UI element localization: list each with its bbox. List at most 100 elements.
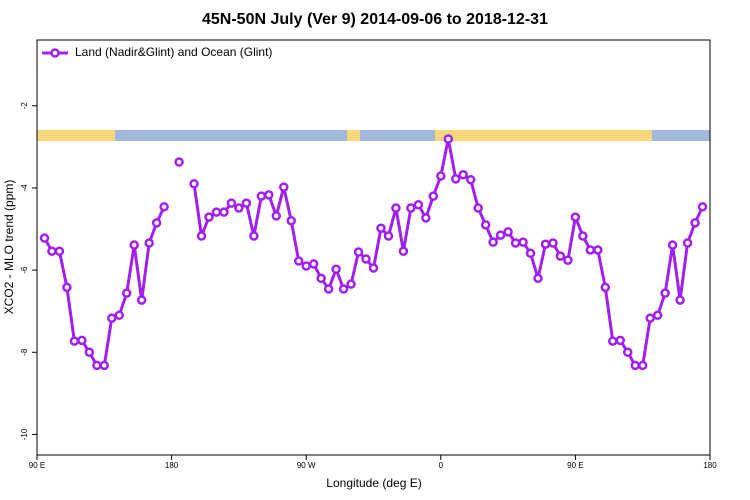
data-point bbox=[637, 360, 648, 371]
data-point bbox=[174, 157, 184, 167]
data-point bbox=[136, 295, 147, 305]
data-point bbox=[615, 335, 626, 346]
data-point bbox=[249, 231, 259, 241]
data-point bbox=[114, 310, 125, 321]
data-point bbox=[77, 335, 87, 346]
data-point bbox=[92, 360, 102, 371]
data-point bbox=[204, 212, 214, 222]
data-point bbox=[54, 246, 65, 256]
data-point bbox=[211, 207, 222, 217]
y-tick-label: -10 bbox=[20, 428, 29, 440]
data-point bbox=[368, 263, 379, 273]
y-tick-label: -4 bbox=[20, 184, 29, 192]
data-point bbox=[219, 207, 229, 217]
chart-title: 45N-50N July (Ver 9) 2014-09-06 to 2018-… bbox=[202, 11, 548, 28]
data-point bbox=[421, 213, 431, 223]
data-point bbox=[406, 203, 416, 213]
data-point bbox=[465, 174, 476, 185]
x-tick-label: 90 E bbox=[29, 461, 45, 470]
legend: Land (Nadir&Glint) and Ocean (Glint) bbox=[42, 45, 272, 59]
data-point bbox=[84, 347, 95, 358]
data-point bbox=[234, 203, 244, 213]
map-strip bbox=[37, 130, 710, 141]
data-point bbox=[652, 310, 663, 321]
data-point bbox=[690, 218, 700, 228]
data-point bbox=[660, 288, 670, 298]
data-point bbox=[525, 248, 536, 259]
data-point bbox=[323, 284, 334, 294]
data-point bbox=[129, 240, 139, 250]
x-tick-label: 90 E bbox=[567, 461, 583, 470]
data-point bbox=[480, 220, 491, 230]
data-point bbox=[443, 134, 454, 144]
data-point bbox=[159, 202, 169, 212]
data-point bbox=[383, 231, 394, 241]
data-point bbox=[256, 191, 267, 201]
y-axis-label: XCO2 - MLO trend (ppm) bbox=[2, 180, 16, 315]
data-point bbox=[540, 239, 551, 249]
data-point bbox=[353, 247, 364, 257]
data-point bbox=[279, 182, 289, 192]
data-point bbox=[391, 203, 401, 213]
data-point bbox=[630, 360, 640, 371]
legend-label: Land (Nadir&Glint) and Ocean (Glint) bbox=[75, 45, 272, 59]
data-point bbox=[316, 273, 326, 284]
data-point bbox=[398, 246, 409, 256]
data-point bbox=[346, 279, 356, 289]
x-tick-label: 0 bbox=[439, 461, 444, 470]
data-point bbox=[697, 202, 708, 212]
data-point bbox=[555, 251, 566, 261]
data-point bbox=[622, 347, 633, 358]
data-point bbox=[608, 336, 618, 346]
data-point bbox=[667, 240, 678, 250]
y-tick-label: -2 bbox=[20, 102, 29, 110]
data-point bbox=[428, 191, 439, 201]
data-point bbox=[189, 179, 199, 189]
data-point bbox=[121, 288, 132, 298]
data-point bbox=[241, 198, 252, 208]
data-point bbox=[593, 245, 603, 255]
data-point bbox=[226, 198, 237, 208]
data-point bbox=[151, 218, 162, 228]
data-point bbox=[600, 282, 611, 293]
data-point bbox=[533, 273, 543, 284]
data-point bbox=[578, 231, 588, 241]
data-point bbox=[563, 255, 573, 265]
data-point bbox=[510, 238, 521, 248]
data-point bbox=[47, 246, 57, 256]
data-point bbox=[144, 238, 154, 248]
data-point bbox=[301, 261, 311, 271]
data-point bbox=[69, 336, 80, 346]
x-tick-label: 180 bbox=[703, 461, 717, 470]
data-point bbox=[503, 227, 513, 237]
x-tick-label: 180 bbox=[165, 461, 179, 470]
data-point bbox=[196, 231, 207, 241]
data-point bbox=[645, 313, 655, 323]
data-point bbox=[675, 295, 685, 305]
y-tick-label: -6 bbox=[20, 266, 29, 274]
x-tick-label: 90 W bbox=[297, 461, 316, 470]
data-point bbox=[331, 264, 341, 275]
data-point bbox=[361, 254, 371, 264]
data-point bbox=[39, 233, 50, 243]
data-point bbox=[107, 313, 117, 323]
y-tick-label: -8 bbox=[20, 348, 29, 356]
legend-marker bbox=[50, 48, 60, 58]
data-point bbox=[338, 284, 349, 294]
data-point bbox=[286, 216, 296, 226]
data-point bbox=[458, 170, 468, 180]
data-point bbox=[548, 238, 558, 248]
data-point bbox=[264, 190, 274, 200]
data-point bbox=[413, 200, 424, 210]
data-point bbox=[473, 203, 483, 213]
x-axis-label: Longitude (deg E) bbox=[326, 476, 421, 490]
data-point bbox=[271, 211, 282, 221]
data-point bbox=[682, 238, 693, 248]
data-point bbox=[436, 171, 446, 181]
data-point bbox=[293, 256, 304, 266]
data-point bbox=[570, 212, 581, 222]
data-point bbox=[585, 245, 596, 255]
plot-frame bbox=[36, 39, 711, 456]
